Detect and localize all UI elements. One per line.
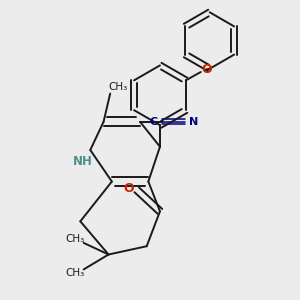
Text: O: O (201, 63, 212, 76)
Text: N: N (189, 117, 198, 127)
Text: CH₃: CH₃ (109, 82, 128, 92)
Text: NH: NH (73, 155, 93, 168)
Text: O: O (123, 182, 134, 195)
Text: C: C (149, 117, 158, 127)
Text: CH₃: CH₃ (66, 234, 85, 244)
Text: CH₃: CH₃ (66, 268, 85, 278)
